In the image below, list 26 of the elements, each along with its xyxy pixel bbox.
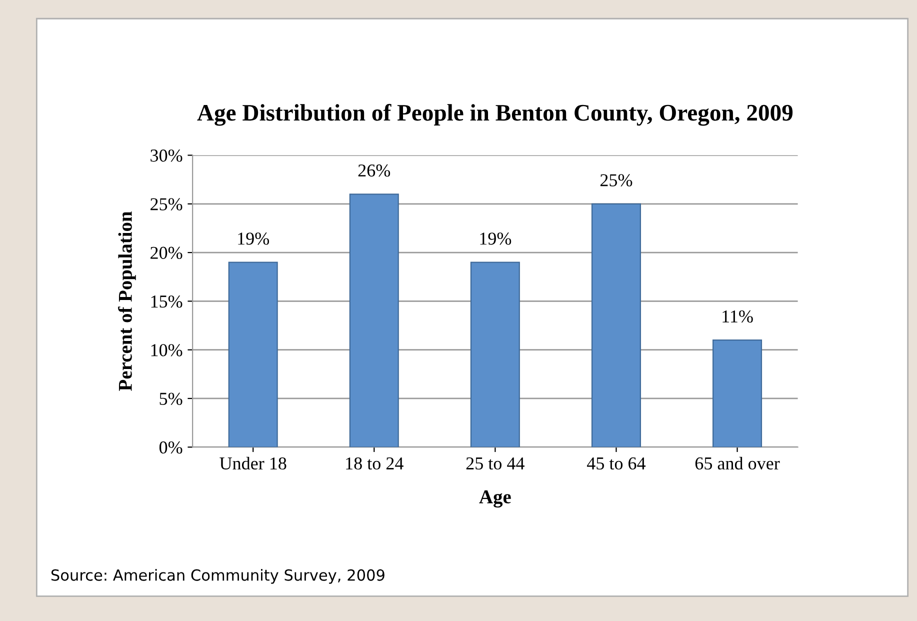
bar — [591, 203, 641, 448]
x-tick-label: 45 to 64 — [586, 457, 646, 470]
y-axis-title: Percent of Population — [118, 211, 136, 391]
x-axis-title: Age — [479, 490, 511, 508]
bar — [712, 340, 762, 448]
x-tick-label: 65 and over — [695, 456, 780, 470]
data-label: 25% — [600, 174, 632, 186]
data-label: 11% — [722, 310, 753, 323]
bar — [228, 262, 278, 448]
chart-title: Age Distribution of People in Benton County, Oregon, 2009 — [197, 104, 793, 126]
bar — [349, 194, 399, 448]
data-label: 19% — [480, 232, 512, 245]
bar — [470, 262, 520, 448]
y-tick-label: 20% — [150, 246, 182, 260]
source-note: Source: American Community Survey, 2009 — [51, 569, 384, 584]
y-tick-label: 0% — [159, 441, 182, 454]
y-tick-label: 25% — [150, 198, 182, 210]
y-tick-label: 15% — [151, 295, 182, 308]
x-tick-label: 25 to 44 — [466, 457, 524, 470]
y-tick-label: 10% — [151, 344, 182, 356]
x-tick-label: Under 18 — [220, 456, 286, 470]
y-tick-label: 30% — [150, 150, 182, 162]
data-label: 19% — [238, 232, 270, 245]
data-label: 26% — [358, 164, 390, 177]
x-tick-label: 18 to 24 — [346, 457, 404, 470]
y-tick-label: 5% — [160, 392, 182, 405]
